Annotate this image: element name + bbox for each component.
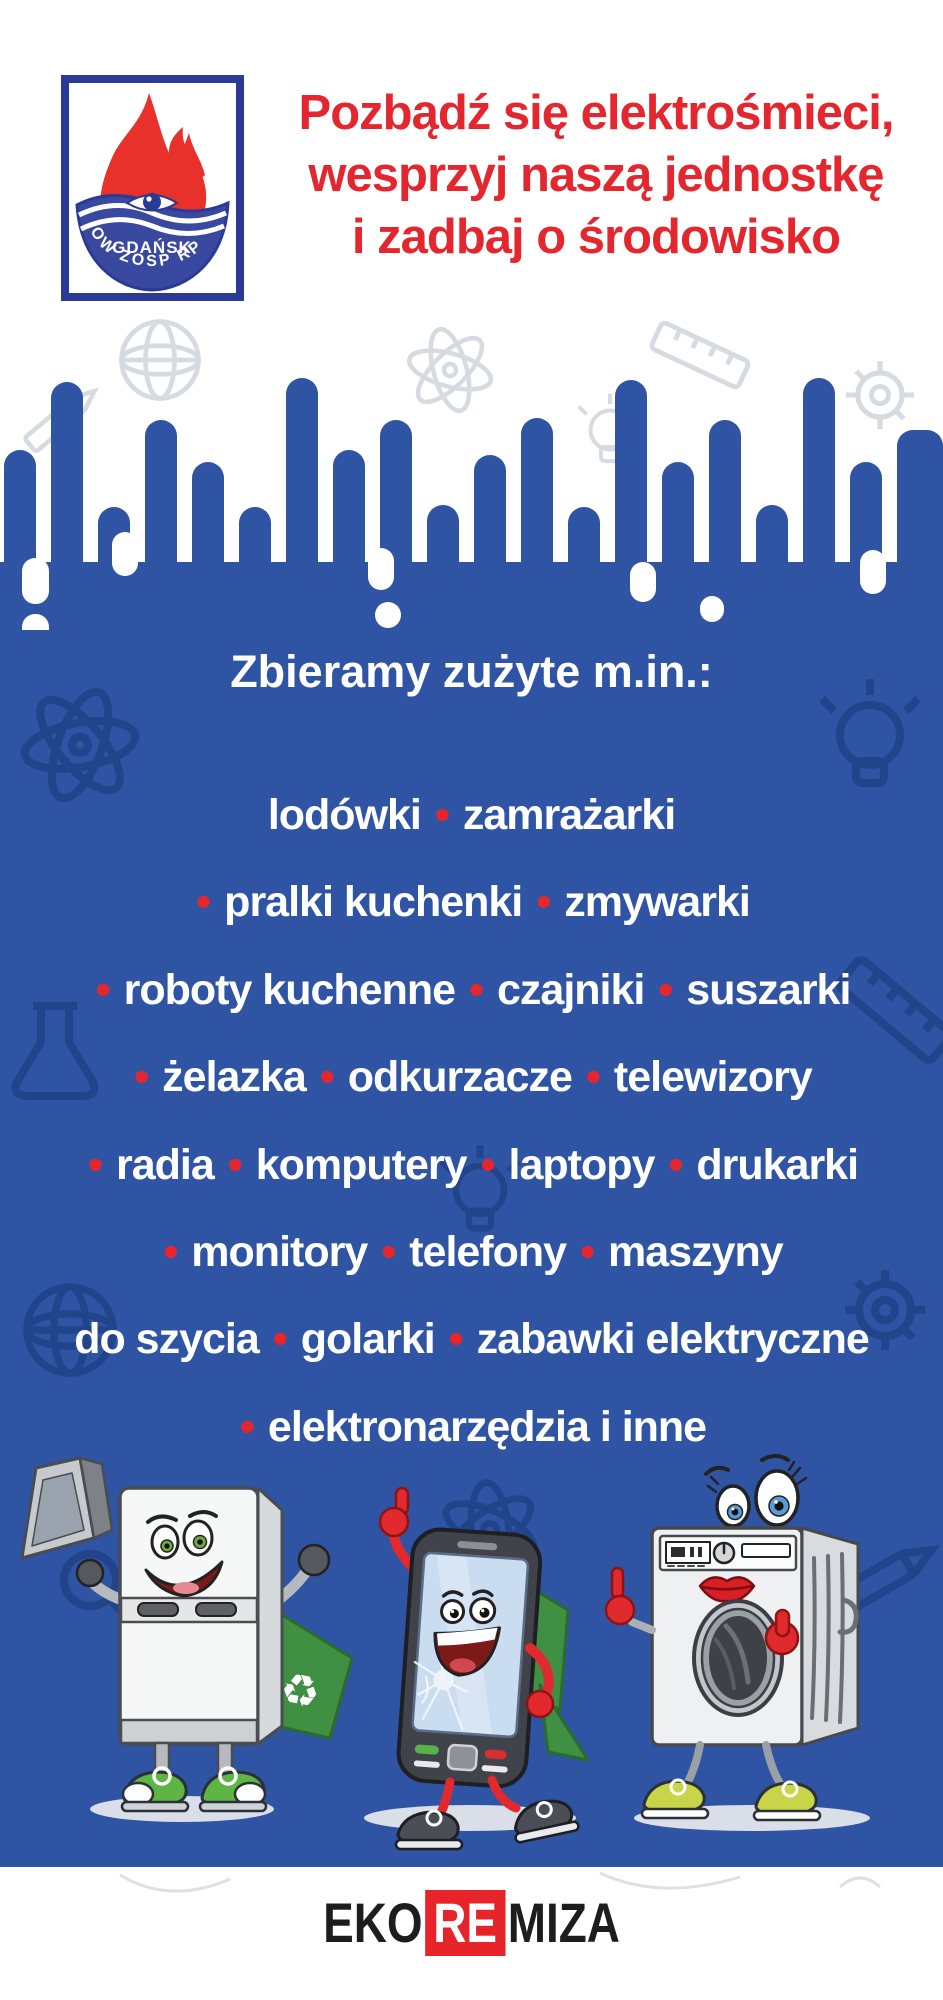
brand-part-eko: EKO	[323, 1891, 423, 1954]
fridge-mascot-icon: ♻	[20, 1456, 354, 1813]
fridge-fist-glove	[297, 1543, 331, 1577]
item-text: maszyny	[597, 1228, 784, 1276]
item-text: roboty kuchenne	[112, 965, 466, 1014]
item-text: lodówki	[267, 791, 432, 839]
screen-crack	[413, 1648, 469, 1731]
washer-door	[692, 1599, 784, 1717]
item-text: golarki	[289, 1315, 446, 1364]
bullet-dot: •	[227, 1140, 243, 1189]
washer-lips	[698, 1576, 756, 1603]
bullet-dot: •	[480, 1140, 495, 1189]
bullet-dot: •	[668, 1140, 683, 1189]
headline: Pozbądź się elektrośmieci, wesprzyj nasz…	[258, 82, 934, 268]
fridge-left-glove	[75, 1558, 105, 1588]
logo-city: GDAŃSK	[112, 238, 192, 257]
wave-line	[79, 217, 225, 236]
wave-line	[77, 202, 227, 224]
item-line: • elektronarzędzia i inne	[0, 1396, 943, 1458]
item-text: telefony	[398, 1228, 578, 1276]
items-heading: Zbieramy zużyte m.in.:	[230, 646, 713, 697]
washer-pointing-glove	[604, 1566, 636, 1626]
footer: EKO RE MIZA	[0, 1867, 943, 2000]
fire-brigade-logo-icon: GDAŃSK OW ZOSP RP	[61, 75, 244, 301]
item-text: czajniki	[486, 965, 656, 1014]
bullet-dot: •	[272, 1315, 288, 1364]
brand-red-box: RE	[425, 1890, 506, 1956]
item-line: • radia • komputery • laptopy • drukarki	[0, 1134, 943, 1196]
item-text: zamrażarki	[451, 791, 676, 839]
recycle-symbol-icon: ♻	[276, 1664, 323, 1719]
washer-thumb-glove	[764, 1608, 800, 1656]
item-text: drukarki	[685, 1140, 859, 1189]
item-text: laptopy	[497, 1140, 666, 1189]
item-text: suszarki	[675, 965, 851, 1014]
laptop-icon	[20, 1456, 114, 1560]
washer-side-slats	[810, 1552, 859, 1724]
phone-mascot-icon	[378, 1486, 590, 1851]
bullet-dot: •	[196, 878, 211, 927]
item-text: odkurzacze	[336, 1053, 583, 1102]
flame-icon	[100, 93, 207, 213]
headline-line-2: wesprzyj naszą jednostkę	[308, 148, 884, 202]
brand-part-miza: MIZA	[507, 1891, 620, 1954]
drip-white-drops	[22, 532, 886, 630]
washer-mascot-icon	[604, 1454, 860, 1822]
footer-doodles	[119, 1871, 882, 1893]
item-line: • żelazka • odkurzacze • telewizory	[0, 1046, 943, 1108]
item-line: lodówki • zamrażarki	[0, 784, 943, 846]
bullet-dot: •	[381, 1228, 396, 1276]
bullet-dot: •	[580, 1228, 595, 1276]
item-text: monitory	[180, 1228, 379, 1276]
item-text: pralki kuchenki	[213, 878, 534, 927]
bullet-dot: •	[448, 1315, 464, 1364]
washer-sneakers	[640, 1778, 822, 1822]
item-line: • pralki kuchenki • zmywarki	[0, 871, 943, 933]
drip-bars	[0, 378, 943, 630]
phone-thumb-up-glove	[378, 1486, 410, 1538]
item-text: radia	[105, 1140, 225, 1189]
item-text: zabawki elektryczne	[465, 1315, 870, 1364]
mascots: ♻	[20, 1454, 870, 1851]
phone-sneakers	[394, 1799, 580, 1851]
bullet-dot: •	[585, 1053, 601, 1102]
bullet-dot: •	[658, 965, 673, 1014]
item-text: elektronarzędzia i inne	[256, 1402, 707, 1451]
phone-home-button	[446, 1743, 479, 1772]
item-line: do szycia • golarki • zabawki elektryczn…	[0, 1308, 943, 1370]
eye-icon	[125, 193, 179, 212]
bullet-dot: •	[536, 878, 551, 927]
bullet-dot: •	[239, 1402, 255, 1451]
flame-spike	[179, 133, 205, 187]
washer-control-panel	[658, 1534, 798, 1572]
bullet-dot: •	[468, 965, 484, 1014]
item-text: telewizory	[602, 1053, 813, 1102]
washer-eyes	[704, 1454, 808, 1528]
bullet-dot: •	[87, 1140, 103, 1189]
drip-transition	[0, 300, 943, 630]
bullet-dot: •	[95, 965, 111, 1014]
bullet-dot: •	[434, 791, 450, 839]
item-line: • roboty kuchenne • czajniki • suszarki	[0, 959, 943, 1021]
item-text: żelazka	[151, 1053, 317, 1102]
headline-line-3: i zadbaj o środowisko	[351, 210, 841, 264]
item-text: zmywarki	[553, 878, 751, 927]
fridge-sneakers	[120, 1766, 268, 1813]
brand-logo: EKO RE MIZA	[85, 1890, 858, 1956]
fire-brigade-logo: GDAŃSK OW ZOSP RP	[61, 75, 244, 301]
item-text: do szycia	[74, 1315, 270, 1364]
bullet-dot: •	[319, 1053, 335, 1102]
item-line: • monitory • telefony • maszyny	[0, 1221, 943, 1283]
items-section: Zbieramy zużyte m.in.: lodówki • zamraża…	[0, 630, 943, 1867]
bullet-dot: •	[134, 1053, 149, 1102]
bullet-dot: •	[163, 1228, 178, 1276]
brand-part-re: RE	[433, 1891, 498, 1954]
headline-line-1: Pozbądź się elektrośmieci,	[298, 86, 895, 140]
item-text: komputery	[244, 1140, 478, 1189]
